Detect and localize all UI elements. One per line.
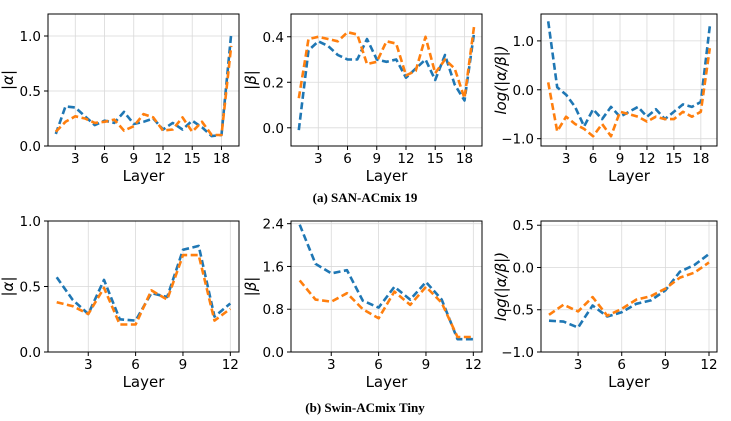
x-tick-label: 18 (213, 151, 230, 167)
series-line-series2 (548, 261, 710, 318)
y-tick-label: 1.0 (20, 214, 41, 230)
x-tick-label: 12 (397, 151, 414, 167)
y-axis-label: |β| (242, 70, 260, 90)
x-tick-label: 3 (71, 151, 80, 167)
y-tick-label: 0.2 (263, 75, 284, 91)
y-axis-label: log(|α/β|) (492, 252, 510, 321)
y-tick-label: 1.0 (513, 34, 534, 50)
x-tick-label: 3 (562, 151, 571, 167)
y-tick-label: −1.0 (501, 132, 534, 148)
series-line-series1 (548, 252, 710, 329)
caption-bottom: (b) Swin-ACmix Tiny (305, 400, 425, 415)
x-tick-label: 9 (129, 151, 138, 167)
x-tick-label: 3 (574, 357, 583, 373)
plot-frame (540, 220, 718, 353)
chart-panel-swin-log: 3 6 9 12 −1.0 −0.5 0.0 0.5 Layer log(|α/β|) (492, 218, 718, 391)
y-axis-label: |α| (0, 277, 17, 297)
x-axis-label: Layer (608, 167, 651, 185)
x-tick-label: 6 (343, 151, 352, 167)
x-tick-label: 15 (184, 151, 201, 167)
y-tick-label: 0.0 (263, 345, 284, 361)
x-tick-label: 6 (589, 151, 598, 167)
plot-frame (290, 220, 483, 353)
x-tick-label: 15 (665, 151, 682, 167)
series-line-series1 (297, 32, 476, 131)
y-tick-label: 0.0 (263, 121, 284, 137)
plot-frame (47, 13, 240, 147)
y-tick-label: 1.6 (263, 259, 284, 275)
plot-frame (540, 13, 718, 147)
x-tick-label: 12 (465, 357, 482, 373)
y-tick-label: 0.0 (20, 345, 41, 361)
y-tick-label: −1.0 (501, 345, 534, 361)
series-line-series1 (298, 224, 474, 341)
series-line-series1 (54, 33, 233, 138)
y-tick-label: 0.0 (513, 260, 534, 276)
x-tick-label: 12 (222, 357, 239, 373)
x-axis-label: Layer (366, 373, 409, 391)
x-tick-label: 6 (374, 357, 383, 373)
y-tick-label: 0.5 (513, 218, 534, 234)
x-tick-label: 3 (327, 357, 336, 373)
x-tick-label: 9 (661, 357, 670, 373)
series-line-series2 (298, 279, 474, 339)
chart-panel-swin-beta: 3 6 9 12 0.0 0.8 1.6 2.4 Layer |β| (242, 217, 483, 391)
x-tick-label: 18 (456, 151, 473, 167)
chart-panel-swin-alpha: 3 6 9 12 0.0 0.5 1.0 Layer |α| (0, 214, 240, 391)
y-tick-label: 0.0 (513, 83, 534, 99)
chart-panel-san-alpha: 3 6 9 12 15 18 0.0 0.5 1.0 Layer |α| (0, 13, 240, 185)
x-axis-label: Layer (123, 373, 166, 391)
y-tick-label: 2.4 (263, 217, 284, 233)
y-tick-label: 1.0 (20, 29, 41, 45)
x-tick-label: 3 (314, 151, 323, 167)
series-line-series2 (297, 25, 476, 100)
series-line-series2 (54, 45, 233, 137)
y-tick-label: 0.5 (20, 84, 41, 100)
y-tick-label: 0.8 (263, 302, 284, 318)
y-tick-label: 0.0 (20, 139, 41, 155)
x-tick-label: 9 (372, 151, 381, 167)
x-axis-label: Layer (608, 373, 651, 391)
series-line-series2 (56, 253, 232, 326)
x-tick-label: 15 (427, 151, 444, 167)
x-tick-label: 12 (638, 151, 655, 167)
y-tick-label: 0.5 (20, 280, 41, 296)
x-tick-label: 3 (84, 357, 93, 373)
x-tick-label: 12 (154, 151, 171, 167)
y-axis-label: |α| (0, 70, 17, 90)
series-line-series1 (546, 21, 712, 128)
x-tick-label: 6 (100, 151, 109, 167)
x-tick-label: 6 (131, 357, 140, 373)
x-tick-label: 9 (179, 357, 188, 373)
x-tick-label: 6 (617, 357, 626, 373)
x-tick-label: 9 (422, 357, 431, 373)
caption-top: (a) SAN-ACmix 19 (313, 190, 418, 205)
x-tick-label: 12 (700, 357, 717, 373)
x-axis-label: Layer (123, 167, 166, 185)
x-axis-label: Layer (366, 167, 409, 185)
chart-panel-san-log: 3 6 9 12 15 18 −1.0 0.0 1.0 Layer log(|α/β|) (492, 13, 718, 185)
plot-frame (290, 13, 483, 147)
x-tick-label: 18 (692, 151, 709, 167)
series-line-series2 (546, 48, 712, 138)
x-tick-label: 9 (616, 151, 625, 167)
y-tick-label: −0.5 (501, 303, 534, 319)
chart-panel-san-beta: 3 6 9 12 15 18 0.0 0.2 0.4 Layer |β| (242, 13, 483, 185)
y-axis-label: |β| (242, 277, 260, 297)
y-axis-label: log(|α/β|) (492, 45, 510, 114)
y-tick-label: 0.4 (263, 30, 284, 46)
